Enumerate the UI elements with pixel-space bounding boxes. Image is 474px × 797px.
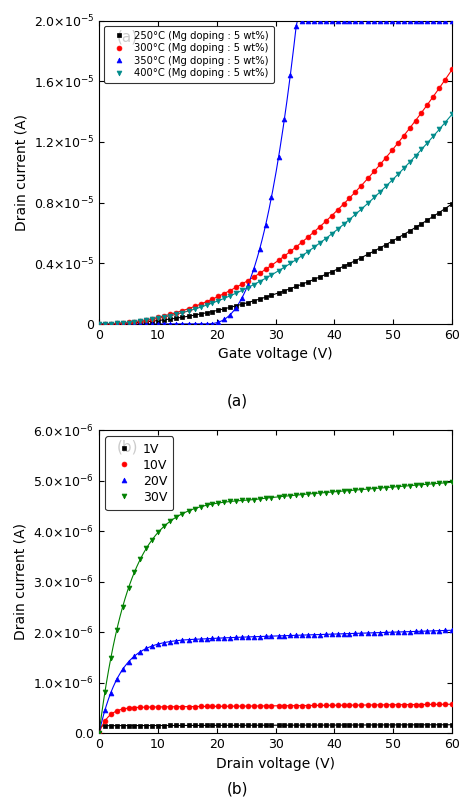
1V bbox=[216, 720, 221, 730]
Legend: 1V, 10V, 20V, 30V: 1V, 10V, 20V, 30V bbox=[105, 436, 173, 510]
350°C (Mg doping : 5 wt%): (15.3, 0): 5 wt%): (15.3, 0) bbox=[186, 319, 191, 328]
20V bbox=[198, 634, 203, 644]
350°C (Mg doping : 5 wt%): (19.3, 2.26e-08): 5 wt%): (19.3, 2.26e-08) bbox=[210, 319, 215, 328]
250°C (Mg doping : 5 wt%): (10, 2.21e-07): 5 wt%): (10, 2.21e-07) bbox=[155, 316, 161, 325]
30V bbox=[186, 506, 191, 516]
10V bbox=[449, 700, 455, 709]
1V bbox=[96, 728, 102, 738]
1V bbox=[186, 720, 191, 730]
Line: 20V: 20V bbox=[97, 628, 455, 736]
250°C (Mg doping : 5 wt%): (20.3, 9.04e-07): 5 wt%): (20.3, 9.04e-07) bbox=[216, 305, 221, 315]
400°C (Mg doping : 5 wt%): (15.3, 8.58e-07): 5 wt%): (15.3, 8.58e-07) bbox=[186, 306, 191, 316]
1V bbox=[198, 720, 203, 730]
350°C (Mg doping : 5 wt%): (0, 0): 5 wt%): (0, 0) bbox=[96, 319, 102, 328]
350°C (Mg doping : 5 wt%): (60, 2e-05): 5 wt%): (60, 2e-05) bbox=[449, 16, 455, 26]
250°C (Mg doping : 5 wt%): (19.3, 8.16e-07): 5 wt%): (19.3, 8.16e-07) bbox=[210, 307, 215, 316]
20V bbox=[96, 728, 102, 738]
400°C (Mg doping : 5 wt%): (60, 1.38e-05): 5 wt%): (60, 1.38e-05) bbox=[449, 109, 455, 119]
400°C (Mg doping : 5 wt%): (0, 0): 5 wt%): (0, 0) bbox=[96, 319, 102, 328]
300°C (Mg doping : 5 wt%): (10, 4.29e-07): 5 wt%): (10, 4.29e-07) bbox=[155, 312, 161, 322]
10V bbox=[198, 701, 203, 711]
250°C (Mg doping : 5 wt%): (37.5, 3.1e-06): 5 wt%): (37.5, 3.1e-06) bbox=[317, 272, 323, 281]
300°C (Mg doping : 5 wt%): (15.3, 1.01e-06): 5 wt%): (15.3, 1.01e-06) bbox=[186, 304, 191, 313]
400°C (Mg doping : 5 wt%): (20.3, 1.53e-06): 5 wt%): (20.3, 1.53e-06) bbox=[216, 296, 221, 305]
Line: 300°C (Mg doping : 5 wt%): 300°C (Mg doping : 5 wt%) bbox=[97, 67, 455, 326]
30V bbox=[155, 528, 161, 537]
400°C (Mg doping : 5 wt%): (10, 3.67e-07): 5 wt%): (10, 3.67e-07) bbox=[155, 313, 161, 323]
Legend: 250°C (Mg doping : 5 wt%), 300°C (Mg doping : 5 wt%), 350°C (Mg doping : 5 wt%),: 250°C (Mg doping : 5 wt%), 300°C (Mg dop… bbox=[104, 26, 273, 83]
X-axis label: Gate voltage (V): Gate voltage (V) bbox=[219, 347, 333, 361]
300°C (Mg doping : 5 wt%): (17.3, 1.3e-06): 5 wt%): (17.3, 1.3e-06) bbox=[198, 300, 203, 309]
400°C (Mg doping : 5 wt%): (17.3, 1.1e-06): 5 wt%): (17.3, 1.1e-06) bbox=[198, 302, 203, 312]
400°C (Mg doping : 5 wt%): (37.5, 5.34e-06): 5 wt%): (37.5, 5.34e-06) bbox=[317, 238, 323, 248]
20V bbox=[449, 626, 455, 635]
20V bbox=[210, 634, 215, 643]
30V bbox=[317, 489, 323, 498]
Y-axis label: Drain current (A): Drain current (A) bbox=[14, 523, 28, 640]
300°C (Mg doping : 5 wt%): (19.3, 1.64e-06): 5 wt%): (19.3, 1.64e-06) bbox=[210, 294, 215, 304]
20V bbox=[186, 635, 191, 645]
350°C (Mg doping : 5 wt%): (10, 0): 5 wt%): (10, 0) bbox=[155, 319, 161, 328]
Text: (b): (b) bbox=[226, 782, 248, 796]
300°C (Mg doping : 5 wt%): (37.5, 6.41e-06): 5 wt%): (37.5, 6.41e-06) bbox=[317, 222, 323, 231]
350°C (Mg doping : 5 wt%): (17.3, 0): 5 wt%): (17.3, 0) bbox=[198, 319, 203, 328]
1V bbox=[317, 720, 323, 730]
Line: 400°C (Mg doping : 5 wt%): 400°C (Mg doping : 5 wt%) bbox=[97, 112, 455, 326]
Text: (a): (a) bbox=[117, 29, 138, 45]
Line: 250°C (Mg doping : 5 wt%): 250°C (Mg doping : 5 wt%) bbox=[97, 202, 455, 326]
Line: 10V: 10V bbox=[97, 702, 455, 736]
1V bbox=[155, 720, 161, 730]
250°C (Mg doping : 5 wt%): (0, 0): 5 wt%): (0, 0) bbox=[96, 319, 102, 328]
300°C (Mg doping : 5 wt%): (0, 0): 5 wt%): (0, 0) bbox=[96, 319, 102, 328]
300°C (Mg doping : 5 wt%): (20.3, 1.81e-06): 5 wt%): (20.3, 1.81e-06) bbox=[216, 292, 221, 301]
10V bbox=[210, 701, 215, 711]
1V bbox=[210, 720, 215, 730]
350°C (Mg doping : 5 wt%): (20.3, 1.09e-07): 5 wt%): (20.3, 1.09e-07) bbox=[216, 317, 221, 327]
30V bbox=[216, 498, 221, 508]
X-axis label: Drain voltage (V): Drain voltage (V) bbox=[216, 756, 335, 771]
10V bbox=[216, 701, 221, 711]
10V bbox=[155, 702, 161, 712]
Text: (b): (b) bbox=[117, 439, 138, 454]
250°C (Mg doping : 5 wt%): (60, 7.92e-06): 5 wt%): (60, 7.92e-06) bbox=[449, 199, 455, 209]
20V bbox=[317, 630, 323, 639]
Line: 30V: 30V bbox=[97, 480, 455, 736]
20V bbox=[155, 639, 161, 649]
350°C (Mg doping : 5 wt%): (34.5, 2e-05): 5 wt%): (34.5, 2e-05) bbox=[299, 16, 305, 26]
300°C (Mg doping : 5 wt%): (60, 1.68e-05): 5 wt%): (60, 1.68e-05) bbox=[449, 65, 455, 74]
Line: 350°C (Mg doping : 5 wt%): 350°C (Mg doping : 5 wt%) bbox=[97, 18, 455, 326]
350°C (Mg doping : 5 wt%): (38.5, 2e-05): 5 wt%): (38.5, 2e-05) bbox=[323, 16, 328, 26]
30V bbox=[198, 502, 203, 512]
10V bbox=[96, 728, 102, 738]
Text: (a): (a) bbox=[227, 394, 247, 409]
30V bbox=[449, 477, 455, 487]
250°C (Mg doping : 5 wt%): (17.3, 6.55e-07): 5 wt%): (17.3, 6.55e-07) bbox=[198, 309, 203, 319]
20V bbox=[216, 634, 221, 643]
250°C (Mg doping : 5 wt%): (15.3, 5.12e-07): 5 wt%): (15.3, 5.12e-07) bbox=[186, 312, 191, 321]
10V bbox=[186, 702, 191, 712]
10V bbox=[317, 701, 323, 710]
1V bbox=[449, 720, 455, 729]
Line: 1V: 1V bbox=[97, 722, 455, 736]
30V bbox=[210, 499, 215, 508]
30V bbox=[96, 728, 102, 738]
Y-axis label: Drain current (A): Drain current (A) bbox=[14, 114, 28, 231]
400°C (Mg doping : 5 wt%): (19.3, 1.38e-06): 5 wt%): (19.3, 1.38e-06) bbox=[210, 298, 215, 308]
